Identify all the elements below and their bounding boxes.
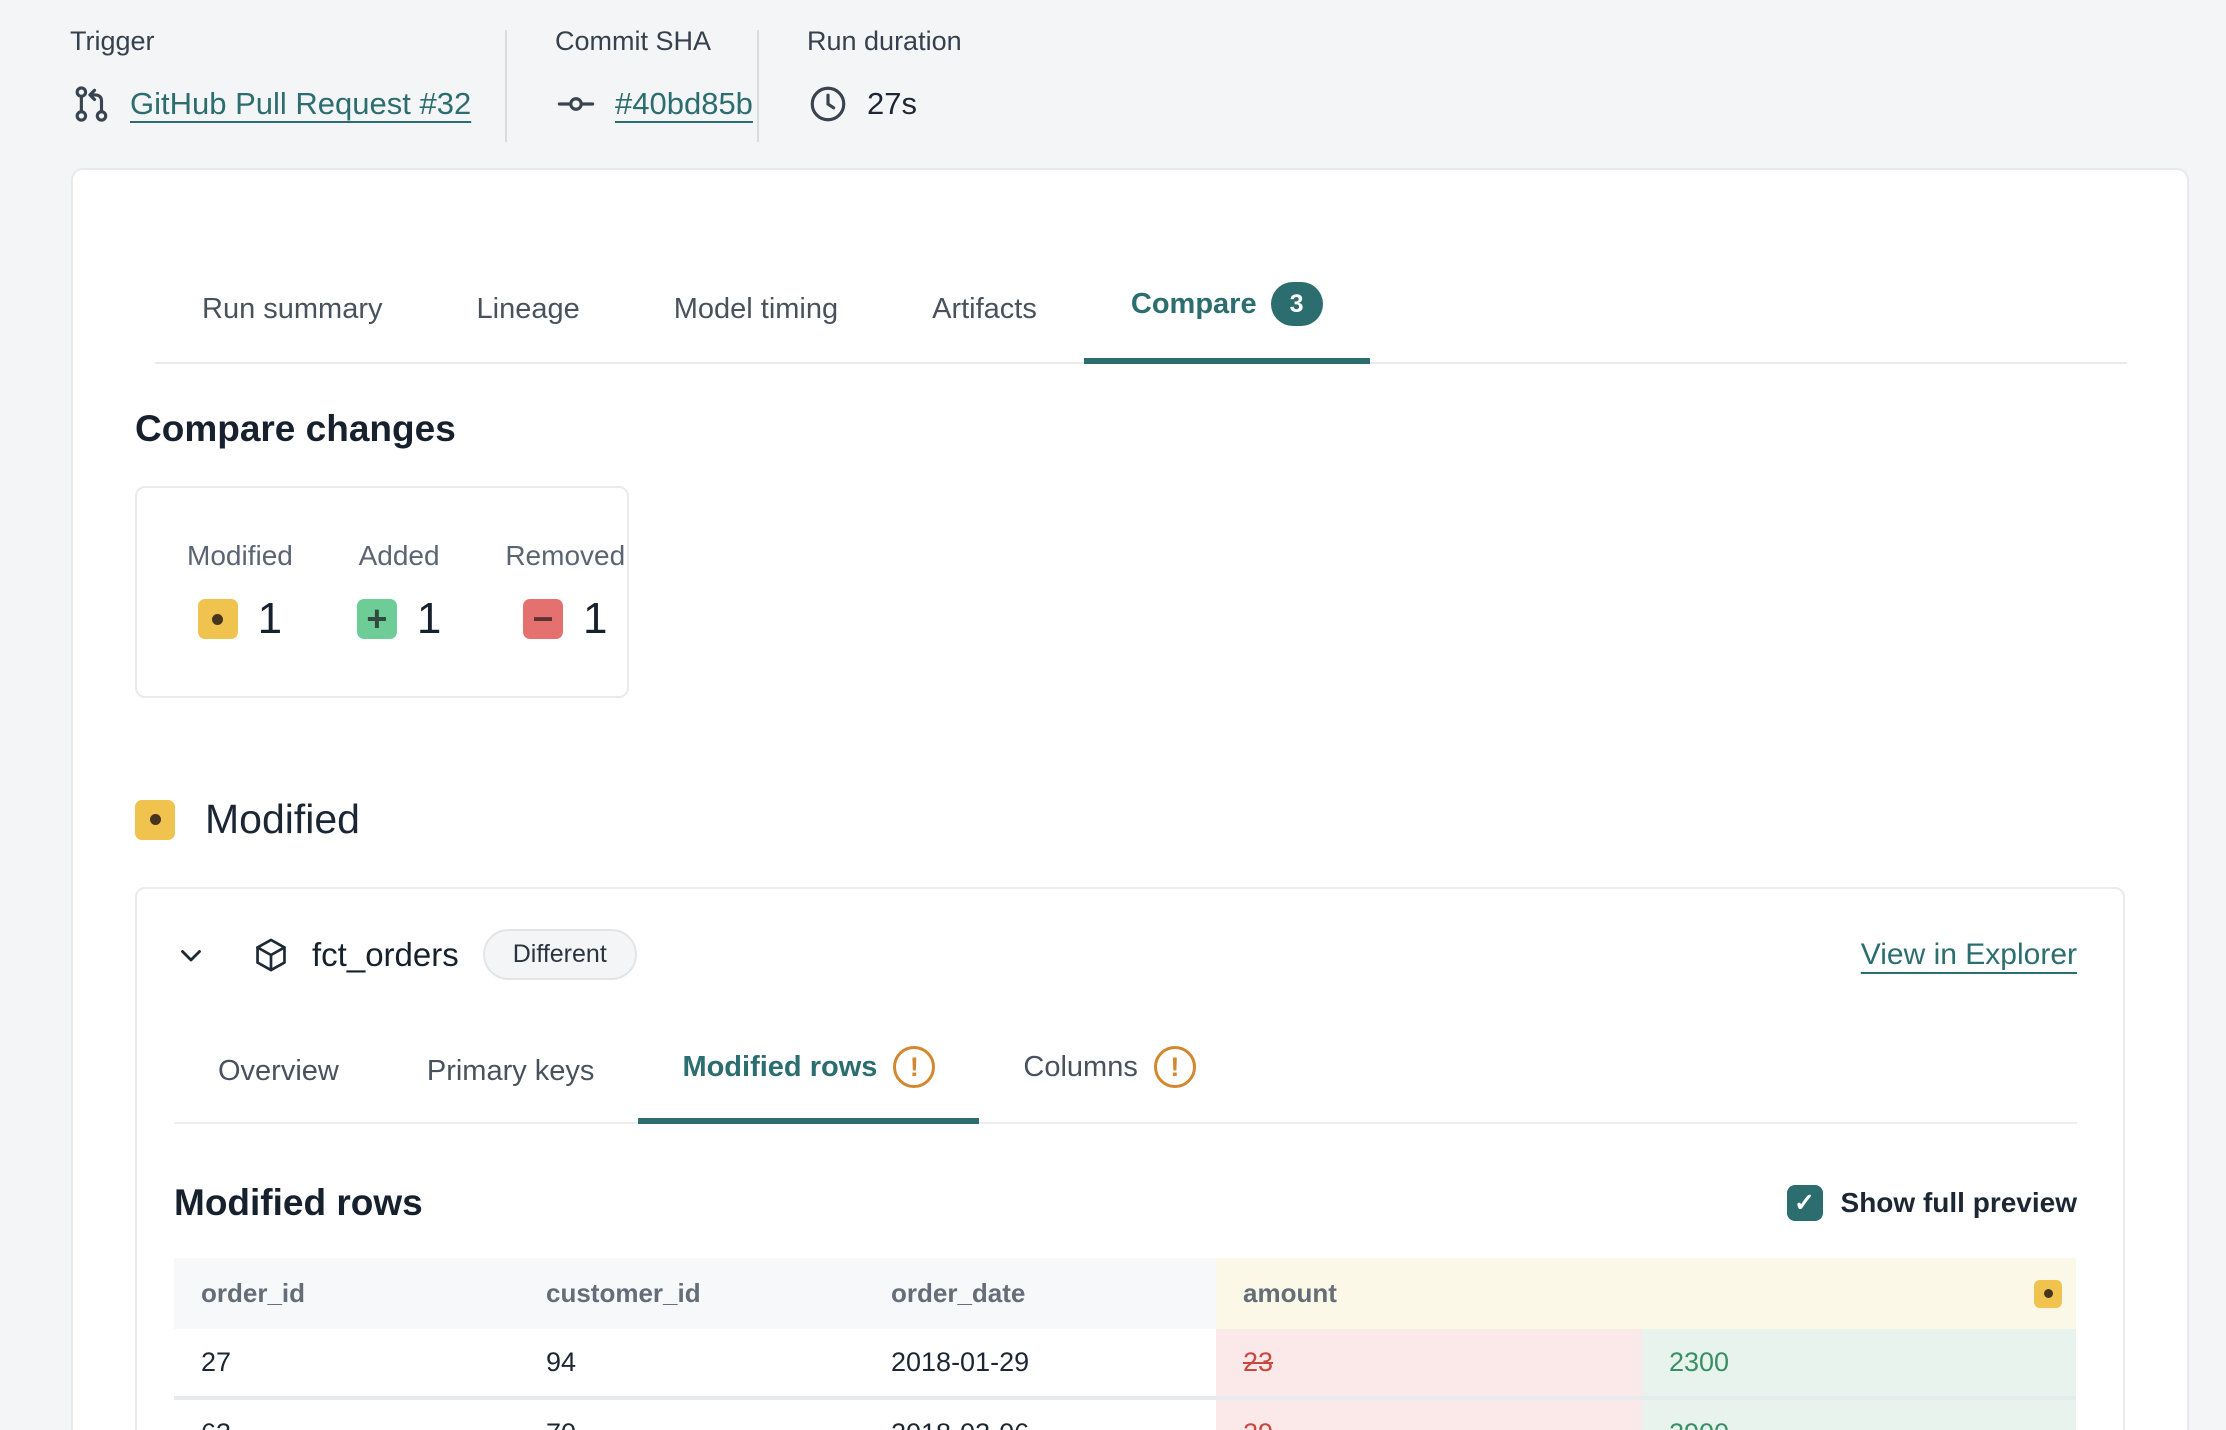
tab-artifacts[interactable]: Artifacts bbox=[885, 293, 1084, 362]
table-row: 63 70 2018-03-06 29 2900 bbox=[174, 1400, 2076, 1430]
col-header-order-date: order_date bbox=[864, 1258, 1216, 1329]
col-header-customer-id: customer_id bbox=[519, 1258, 864, 1329]
show-full-preview-toggle[interactable]: ✓ Show full preview bbox=[1786, 1185, 2077, 1221]
model-tabs: Overview Primary keys Modified rows ! Co… bbox=[174, 1046, 2077, 1124]
col-header-order-id: order_id bbox=[174, 1258, 519, 1329]
clock-icon bbox=[807, 83, 849, 125]
run-meta-bar: Trigger GitHub Pull Request #32 Commit S… bbox=[0, 0, 2226, 168]
cell-amount-new: 2300 bbox=[1642, 1329, 2076, 1396]
modified-section-title: Modified bbox=[205, 796, 360, 842]
modified-rows-heading: Modified rows bbox=[174, 1182, 423, 1223]
cell-order-id: 63 bbox=[174, 1400, 519, 1430]
meta-divider bbox=[505, 30, 507, 142]
duration-meta: Run duration 27s bbox=[759, 26, 962, 125]
tab-modified-rows[interactable]: Modified rows ! bbox=[638, 1046, 980, 1124]
stat-removed-label: Removed bbox=[505, 540, 626, 571]
compare-summary-card: Modified 1 Added + 1 Removed − 1 bbox=[135, 486, 629, 698]
new-value: 2300 bbox=[1669, 1347, 1730, 1377]
checkbox-checked-icon[interactable]: ✓ bbox=[1786, 1185, 1823, 1221]
model-status-badge: Different bbox=[482, 929, 637, 980]
model-card-fct-orders: fct_orders Different View in Explorer Ov… bbox=[135, 887, 2125, 1430]
cell-order-date: 2018-03-06 bbox=[864, 1400, 1216, 1430]
modified-section-header: Modified bbox=[135, 796, 2125, 843]
stat-modified: Modified 1 bbox=[187, 540, 293, 644]
view-in-explorer-link[interactable]: View in Explorer bbox=[1860, 937, 2077, 971]
row-divider bbox=[174, 1396, 2076, 1400]
chevron-down-icon[interactable] bbox=[174, 938, 208, 972]
warning-icon: ! bbox=[893, 1046, 936, 1088]
old-value: 23 bbox=[1243, 1347, 1274, 1377]
warning-glyph: ! bbox=[909, 1051, 919, 1082]
cell-order-id: 27 bbox=[174, 1329, 519, 1396]
modified-section-icon bbox=[135, 799, 175, 840]
old-value: 29 bbox=[1243, 1418, 1273, 1430]
tab-model-timing-label: Model timing bbox=[673, 293, 839, 325]
show-full-preview-label: Show full preview bbox=[1840, 1187, 2077, 1218]
tab-columns[interactable]: Columns ! bbox=[979, 1046, 1239, 1122]
pull-request-icon bbox=[70, 83, 112, 125]
stat-added-count: 1 bbox=[416, 594, 442, 643]
added-icon: + bbox=[356, 599, 397, 639]
tab-run-summary-label: Run summary bbox=[202, 293, 383, 325]
cell-customer-id: 70 bbox=[519, 1400, 864, 1430]
col-header-amount: amount bbox=[1216, 1258, 1642, 1329]
run-duration-value: 27s bbox=[867, 86, 917, 121]
tab-overview-label: Overview bbox=[218, 1055, 339, 1087]
table-row: 27 94 2018-01-29 23 2300 bbox=[174, 1329, 2076, 1396]
warning-glyph: ! bbox=[1170, 1051, 1180, 1082]
tab-lineage-label: Lineage bbox=[476, 293, 580, 325]
removed-icon: − bbox=[523, 599, 563, 639]
stat-modified-label: Modified bbox=[187, 540, 293, 571]
model-name: fct_orders bbox=[312, 935, 459, 973]
commit-label: Commit SHA bbox=[555, 26, 712, 56]
run-detail-card: Run summary Lineage Model timing Artifac… bbox=[71, 168, 2189, 1430]
new-value: 2900 bbox=[1669, 1418, 1729, 1430]
git-commit-icon bbox=[555, 83, 597, 125]
modified-rows-table: order_id customer_id order_date amount 2… bbox=[174, 1258, 2076, 1430]
model-header: fct_orders Different View in Explorer bbox=[174, 929, 2077, 980]
tab-columns-label: Columns bbox=[1023, 1050, 1138, 1083]
modified-rows-header: Modified rows ✓ Show full preview bbox=[174, 1182, 2077, 1224]
tab-lineage[interactable]: Lineage bbox=[430, 293, 627, 362]
trigger-link[interactable]: GitHub Pull Request #32 bbox=[130, 86, 472, 121]
meta-divider bbox=[757, 30, 759, 142]
table-header-row: order_id customer_id order_date amount bbox=[174, 1258, 2076, 1329]
tab-run-summary[interactable]: Run summary bbox=[155, 293, 430, 362]
duration-label: Run duration bbox=[807, 26, 962, 56]
stat-modified-count: 1 bbox=[257, 594, 283, 643]
modified-column-icon bbox=[2034, 1279, 2062, 1308]
run-tabs: Run summary Lineage Model timing Artifac… bbox=[155, 282, 2127, 364]
tab-primary-keys-label: Primary keys bbox=[426, 1055, 595, 1087]
modified-icon bbox=[197, 599, 238, 639]
warning-icon: ! bbox=[1153, 1046, 1196, 1088]
stat-added: Added + 1 bbox=[356, 540, 442, 644]
checkmark-glyph: ✓ bbox=[1794, 1189, 1815, 1217]
stat-added-label: Added bbox=[358, 540, 440, 571]
tab-overview[interactable]: Overview bbox=[174, 1055, 383, 1122]
trigger-label: Trigger bbox=[70, 26, 155, 56]
trigger-meta: Trigger GitHub Pull Request #32 bbox=[70, 26, 505, 125]
compare-count-badge: 3 bbox=[1270, 282, 1323, 326]
tab-artifacts-label: Artifacts bbox=[932, 293, 1037, 325]
model-cube-icon bbox=[252, 936, 290, 974]
tab-compare-label: Compare bbox=[1130, 287, 1257, 320]
tab-compare[interactable]: Compare 3 bbox=[1083, 282, 1370, 364]
cell-amount-old: 23 bbox=[1216, 1329, 1642, 1396]
tab-primary-keys[interactable]: Primary keys bbox=[383, 1055, 639, 1122]
stat-removed: Removed − 1 bbox=[505, 540, 625, 644]
cell-amount-new: 2900 bbox=[1642, 1400, 2076, 1430]
commit-meta: Commit SHA #40bd85b bbox=[507, 26, 757, 125]
tab-model-timing[interactable]: Model timing bbox=[627, 293, 885, 362]
compare-changes-heading: Compare changes bbox=[135, 408, 456, 449]
cell-amount-old: 29 bbox=[1216, 1400, 1642, 1430]
col-header-amount-modified bbox=[1642, 1258, 2076, 1329]
cell-order-date: 2018-01-29 bbox=[864, 1329, 1216, 1396]
stat-removed-count: 1 bbox=[583, 594, 608, 643]
tab-modified-rows-label: Modified rows bbox=[682, 1050, 878, 1083]
cell-customer-id: 94 bbox=[519, 1329, 864, 1396]
commit-sha-link[interactable]: #40bd85b bbox=[615, 86, 753, 121]
